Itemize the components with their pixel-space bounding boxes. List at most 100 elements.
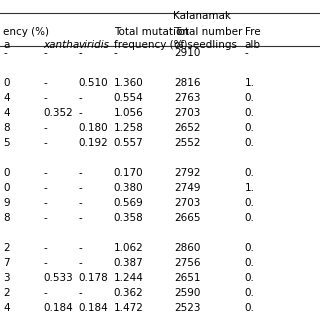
Text: 0.: 0. bbox=[245, 288, 255, 298]
Text: 2763: 2763 bbox=[174, 93, 201, 103]
Text: alb: alb bbox=[245, 40, 261, 50]
Text: 3: 3 bbox=[3, 273, 10, 283]
Text: 4: 4 bbox=[3, 93, 10, 103]
Text: 8: 8 bbox=[3, 123, 10, 133]
Text: 0.: 0. bbox=[245, 108, 255, 118]
Text: 0: 0 bbox=[3, 78, 10, 88]
Text: 1.360: 1.360 bbox=[114, 78, 143, 88]
Text: 2756: 2756 bbox=[174, 258, 201, 268]
Text: -: - bbox=[43, 198, 47, 208]
Text: frequency (%): frequency (%) bbox=[114, 40, 187, 50]
Text: 0.184: 0.184 bbox=[78, 303, 108, 313]
Text: -: - bbox=[43, 213, 47, 223]
Text: 0.358: 0.358 bbox=[114, 213, 143, 223]
Text: 4: 4 bbox=[3, 303, 10, 313]
Text: -: - bbox=[78, 183, 82, 193]
Text: -: - bbox=[43, 123, 47, 133]
Text: 2816: 2816 bbox=[174, 78, 201, 88]
Text: -: - bbox=[3, 48, 7, 58]
Text: 2: 2 bbox=[3, 243, 10, 253]
Text: 1.: 1. bbox=[245, 78, 255, 88]
Text: -: - bbox=[114, 48, 117, 58]
Text: 1.258: 1.258 bbox=[114, 123, 143, 133]
Text: 0.: 0. bbox=[245, 273, 255, 283]
Text: -: - bbox=[43, 78, 47, 88]
Text: -: - bbox=[78, 213, 82, 223]
Text: 2: 2 bbox=[3, 288, 10, 298]
Text: 2652: 2652 bbox=[174, 123, 201, 133]
Text: 2860: 2860 bbox=[174, 243, 201, 253]
Text: 1.062: 1.062 bbox=[114, 243, 143, 253]
Text: 9: 9 bbox=[3, 198, 10, 208]
Text: Total number: Total number bbox=[174, 27, 243, 36]
Text: 0.: 0. bbox=[245, 303, 255, 313]
Text: -: - bbox=[78, 243, 82, 253]
Text: 1.056: 1.056 bbox=[114, 108, 143, 118]
Text: -: - bbox=[78, 48, 82, 58]
Text: viridis: viridis bbox=[78, 40, 109, 50]
Text: 2523: 2523 bbox=[174, 303, 201, 313]
Text: 0.180: 0.180 bbox=[78, 123, 108, 133]
Text: 0.178: 0.178 bbox=[78, 273, 108, 283]
Text: 0.: 0. bbox=[245, 258, 255, 268]
Text: Fre: Fre bbox=[245, 27, 260, 36]
Text: 0.170: 0.170 bbox=[114, 168, 143, 178]
Text: -: - bbox=[43, 243, 47, 253]
Text: 8: 8 bbox=[3, 213, 10, 223]
Text: -: - bbox=[43, 138, 47, 148]
Text: a: a bbox=[3, 40, 10, 50]
Text: -: - bbox=[245, 48, 249, 58]
Text: 2590: 2590 bbox=[174, 288, 201, 298]
Text: 0.: 0. bbox=[245, 168, 255, 178]
Text: 0.554: 0.554 bbox=[114, 93, 143, 103]
Text: 0.557: 0.557 bbox=[114, 138, 143, 148]
Text: -: - bbox=[43, 183, 47, 193]
Text: 1.244: 1.244 bbox=[114, 273, 143, 283]
Text: 2910: 2910 bbox=[174, 48, 201, 58]
Text: -: - bbox=[78, 93, 82, 103]
Text: 0.510: 0.510 bbox=[78, 78, 108, 88]
Text: 2552: 2552 bbox=[174, 138, 201, 148]
Text: Kalanamak: Kalanamak bbox=[173, 11, 231, 21]
Text: -: - bbox=[43, 93, 47, 103]
Text: ency (%): ency (%) bbox=[3, 27, 49, 36]
Text: 0.: 0. bbox=[245, 198, 255, 208]
Text: 0.387: 0.387 bbox=[114, 258, 143, 268]
Text: -: - bbox=[43, 168, 47, 178]
Text: 2703: 2703 bbox=[174, 198, 201, 208]
Text: Total mutation: Total mutation bbox=[114, 27, 188, 36]
Text: 0.: 0. bbox=[245, 213, 255, 223]
Text: 4: 4 bbox=[3, 108, 10, 118]
Text: -: - bbox=[78, 288, 82, 298]
Text: 0.362: 0.362 bbox=[114, 288, 143, 298]
Text: 5: 5 bbox=[3, 138, 10, 148]
Text: 2665: 2665 bbox=[174, 213, 201, 223]
Text: -: - bbox=[78, 198, 82, 208]
Text: 0.192: 0.192 bbox=[78, 138, 108, 148]
Text: 0.184: 0.184 bbox=[43, 303, 73, 313]
Text: 0.533: 0.533 bbox=[43, 273, 73, 283]
Text: 2651: 2651 bbox=[174, 273, 201, 283]
Text: 1.472: 1.472 bbox=[114, 303, 143, 313]
Text: of seedlings: of seedlings bbox=[174, 40, 237, 50]
Text: 2749: 2749 bbox=[174, 183, 201, 193]
Text: 7: 7 bbox=[3, 258, 10, 268]
Text: -: - bbox=[43, 258, 47, 268]
Text: 0.380: 0.380 bbox=[114, 183, 143, 193]
Text: 0.: 0. bbox=[245, 243, 255, 253]
Text: 1.: 1. bbox=[245, 183, 255, 193]
Text: 0.: 0. bbox=[245, 123, 255, 133]
Text: 0: 0 bbox=[3, 168, 10, 178]
Text: 0.569: 0.569 bbox=[114, 198, 143, 208]
Text: 0.: 0. bbox=[245, 138, 255, 148]
Text: 0: 0 bbox=[3, 183, 10, 193]
Text: xantha: xantha bbox=[43, 40, 79, 50]
Text: 2703: 2703 bbox=[174, 108, 201, 118]
Text: -: - bbox=[78, 168, 82, 178]
Text: -: - bbox=[78, 108, 82, 118]
Text: -: - bbox=[43, 48, 47, 58]
Text: -: - bbox=[78, 258, 82, 268]
Text: 0.: 0. bbox=[245, 93, 255, 103]
Text: -: - bbox=[43, 288, 47, 298]
Text: 0.352: 0.352 bbox=[43, 108, 73, 118]
